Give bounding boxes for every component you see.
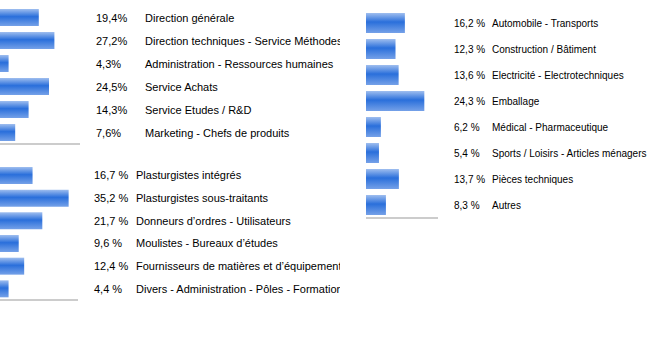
svg-text:9,6 %: 9,6 % [94,237,122,249]
svg-text:Electricité - Electrotechnique: Electricité - Electrotechniques [492,70,624,81]
svg-text:6,2 %: 6,2 % [454,122,480,133]
svg-text:Service Achats: Service Achats [145,81,218,93]
svg-text:Médical - Pharmaceutique: Médical - Pharmaceutique [492,122,609,133]
svg-text:13,7 %: 13,7 % [454,174,485,185]
svg-text:Direction générale: Direction générale [145,12,234,24]
svg-text:Moulistes - Bureaux d’études: Moulistes - Bureaux d’études [136,237,278,249]
svg-text:Divers - Administration - Pôle: Divers - Administration - Pôles - Format… [136,283,340,295]
svg-text:5,4 %: 5,4 % [454,148,480,159]
svg-text:Direction techniques - Service: Direction techniques - Service Méthodes [145,35,340,47]
svg-text:Plasturgistes sous-traitants: Plasturgistes sous-traitants [136,192,269,204]
svg-text:24,3 %: 24,3 % [454,96,485,107]
svg-text:Autres: Autres [492,200,521,211]
svg-text:Administration - Ressources hu: Administration - Ressources humaines [145,58,334,70]
svg-text:8,3 %: 8,3 % [454,200,480,211]
svg-text:4,4 %: 4,4 % [94,283,122,295]
svg-text:16,2 %: 16,2 % [454,18,485,29]
svg-text:16,7 %: 16,7 % [94,169,128,181]
svg-text:19,4%: 19,4% [96,12,127,24]
svg-text:35,2 %: 35,2 % [94,192,128,204]
svg-text:13,6 %: 13,6 % [454,70,485,81]
svg-text:Plasturgistes intégrés: Plasturgistes intégrés [136,169,242,181]
svg-text:Marketing - Chefs de produits: Marketing - Chefs de produits [145,127,290,139]
svg-text:24,5%: 24,5% [96,81,127,93]
svg-text:Construction / Bâtiment: Construction / Bâtiment [492,44,596,55]
svg-text:21,7 %: 21,7 % [94,215,128,227]
svg-text:14,3%: 14,3% [96,104,127,116]
svg-text:Service Etudes / R&D: Service Etudes / R&D [145,104,251,116]
svg-text:Sports / Loisirs - Articles mé: Sports / Loisirs - Articles ménagers [492,148,647,159]
svg-text:Donneurs d’ordres - Utilisateu: Donneurs d’ordres - Utilisateurs [136,215,291,227]
svg-text:27,2%: 27,2% [96,35,127,47]
svg-text:7,6%: 7,6% [96,127,121,139]
svg-text:Emballage: Emballage [492,96,540,107]
svg-text:12,4 %: 12,4 % [94,260,128,272]
svg-text:4,3%: 4,3% [96,58,121,70]
svg-text:12,3 %: 12,3 % [454,44,485,55]
svg-text:Fournisseurs de matières et d’: Fournisseurs de matières et d’équipement… [136,260,340,272]
svg-text:Pièces techniques: Pièces techniques [492,174,573,185]
svg-text:Automobile - Transports: Automobile - Transports [492,18,598,29]
